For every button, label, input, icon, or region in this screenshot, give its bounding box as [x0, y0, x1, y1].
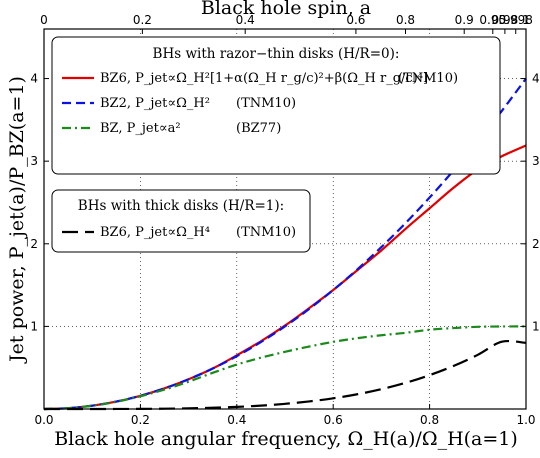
legend-box-1	[51, 189, 311, 253]
top-tick-label: 0.6	[346, 13, 365, 27]
x-tick-label: 0.4	[227, 413, 246, 427]
top-tick-label: 0	[40, 13, 48, 27]
legend-reference: (TNM10)	[236, 96, 296, 111]
top-axis-title: Black hole spin, a	[201, 0, 371, 19]
legend-label: BZ6, P_jet∝Ω_H²[1+α(Ω_H r_g/c)²+β(Ω_H r_…	[100, 71, 428, 86]
plot-frame	[43, 28, 527, 410]
top-tick-label: 0.4	[236, 13, 255, 27]
legend-reference: (TNM10)	[236, 225, 296, 240]
top-tick-label: 0.9	[455, 13, 474, 27]
y-tick-label-left: 4	[30, 72, 38, 86]
legend-reference: (TNM10)	[398, 71, 458, 86]
y-tick-label-right: 1	[532, 319, 540, 333]
x-axis-title: Black hole angular frequency, Ω_H(a)/Ω_H…	[54, 428, 518, 450]
top-tick-label: 0.95	[479, 13, 506, 27]
x-tick-label: 0.6	[324, 413, 343, 427]
y-tick-label-right: 4	[532, 72, 540, 86]
x-tick-label: 0.0	[34, 413, 53, 427]
legend-label: BZ6, P_jet∝Ω_H⁴	[100, 225, 210, 240]
legend-label: BZ2, P_jet∝Ω_H²	[100, 96, 210, 111]
ticks-layer: 0.0 0.2 0.4 0.6 0.8 1.0 0 0.2 0.4 0.6 0.8 0.9 0.950.…	[30, 13, 539, 427]
legend-label: BZ, P_jet∝a²	[100, 121, 181, 136]
top-tick-label: 0.98	[492, 13, 519, 27]
top-tick-label: 0.8	[396, 13, 415, 27]
series-line-2	[43, 325, 527, 411]
legend-layer: BHs with razor−thin disks (H/R=0): BZ6, P…	[51, 36, 501, 253]
top-tick-label: 0.2	[133, 13, 152, 27]
y-axis-title: Jet power, P_jet(a)/P_BZ(a=1)	[6, 76, 28, 364]
y-tick-label-right: 3	[532, 154, 540, 168]
series-line-1	[43, 77, 527, 411]
y-tick-label-right: 2	[532, 237, 540, 251]
x-tick-label: 0.8	[420, 413, 439, 427]
legend-title-0: BHs with razor−thin disks (H/R=0):	[153, 46, 400, 62]
top-tick-label: 1	[522, 13, 530, 27]
y-tick-label-left: 3	[30, 154, 38, 168]
legend-box-0	[51, 36, 501, 175]
legend-reference: (BZ77)	[236, 121, 281, 136]
y-tick-label-left: 1	[30, 319, 38, 333]
legend-title-1: BHs with thick disks (H/R=1):	[78, 198, 284, 214]
y-tick-label-left: 2	[30, 237, 38, 251]
x-tick-label: 0.2	[131, 413, 150, 427]
x-tick-label: 1.0	[516, 413, 535, 427]
top-tick-label: 0.998	[499, 13, 533, 27]
